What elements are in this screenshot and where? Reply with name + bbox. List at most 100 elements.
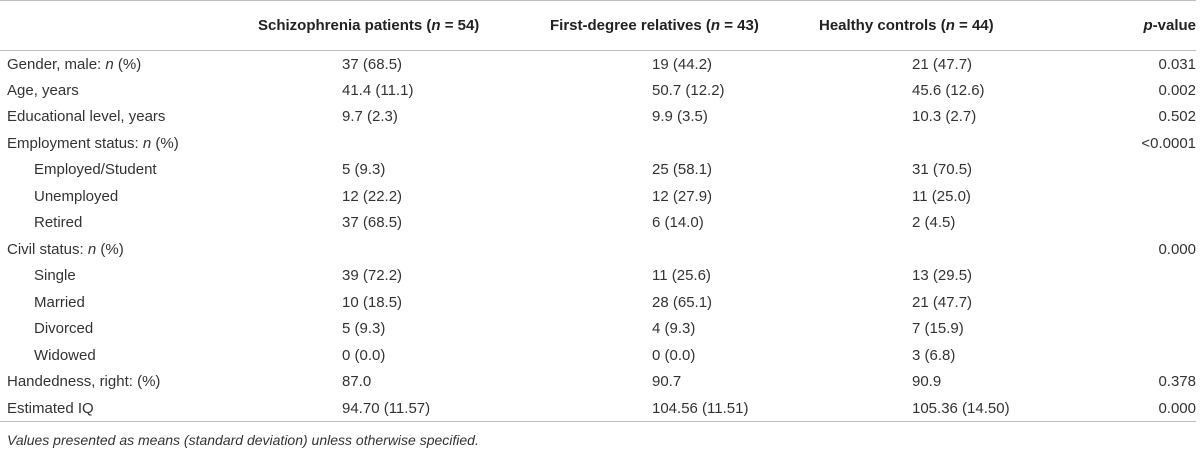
value-schizophrenia-patients: 41.4 (11.1) — [342, 81, 414, 99]
value-first-degree-relatives: 19 (44.2) — [652, 55, 713, 73]
demographics-table: Schizophrenia patients (n = 54) First-de… — [0, 0, 1196, 422]
header-count: = 44) — [954, 17, 994, 34]
value-healthy-controls: 31 (70.5) — [912, 161, 973, 179]
header-healthy-controls: Healthy controls (n = 44) — [772, 0, 1052, 51]
value-first-degree-relatives: 0 (0.0) — [652, 346, 696, 364]
value-healthy-controls: 2 (4.5) — [912, 214, 956, 232]
value-healthy-controls: 11 (25.0) — [912, 187, 971, 205]
value-schizophrenia-patients: 94.70 (11.57) — [246, 395, 510, 422]
row-label: Handedness, right: (%) — [0, 369, 246, 396]
value-p — [1052, 210, 1196, 237]
row-label-text: Educational level, years — [7, 108, 166, 126]
row-label: Employed/Student — [0, 157, 246, 184]
header-p-suffix: -value — [1152, 17, 1196, 34]
row-label: Estimated IQ — [0, 395, 246, 422]
value-p: 0.002 — [1158, 81, 1196, 99]
row-label-text: Married — [34, 293, 85, 311]
value-healthy-controls — [772, 236, 1052, 263]
header-row: Schizophrenia patients (n = 54) First-de… — [0, 0, 1196, 51]
row-label: Widowed — [0, 342, 246, 369]
table-row: Divorced 5 (9.3) 4 (9.3) 7 (15.9) — [0, 316, 1196, 343]
value-p: 0.378 — [1158, 373, 1196, 391]
header-label-cell — [0, 0, 246, 51]
row-label-text: Gender, male: — [7, 55, 106, 73]
row-label: Unemployed — [0, 183, 246, 210]
value-first-degree-relatives — [510, 130, 772, 157]
row-label-text: Employment status: — [7, 134, 143, 152]
row-label: Single — [0, 263, 246, 290]
value-first-degree-relatives: 25 (58.1) — [652, 161, 713, 179]
row-label: Gender, male: n (%) — [0, 51, 246, 78]
value-p — [1052, 316, 1196, 343]
value-schizophrenia-patients: 37 (68.5) — [342, 214, 403, 232]
row-label-text: Age, years — [7, 81, 79, 99]
value-p — [1052, 183, 1196, 210]
row-label-text: Divorced — [34, 320, 94, 338]
row-label: Civil status: n (%) — [0, 236, 246, 263]
table-row: Employment status: n (%) <0.0001 — [0, 130, 1196, 157]
row-label: Married — [0, 289, 246, 316]
value-healthy-controls — [772, 130, 1052, 157]
value-p: 0.502 — [1158, 108, 1196, 126]
value-p: 0.031 — [1158, 55, 1196, 73]
row-label-variable: n — [105, 55, 114, 73]
value-healthy-controls: 21 (47.7) — [912, 55, 973, 73]
value-first-degree-relatives: 28 (65.1) — [652, 293, 713, 311]
table-header: Schizophrenia patients (n = 54) First-de… — [0, 0, 1196, 51]
table-body: Gender, male: n (%) 37 (68.5) 19 (44.2) 21 … — [0, 51, 1196, 422]
value-p — [1052, 289, 1196, 316]
value-schizophrenia-patients: 12 (22.2) — [342, 187, 403, 205]
row-label-suffix: (%) — [113, 55, 142, 73]
table-row: Age, years 41.4 (11.1) 50.7 (12.2) 45.6 (12… — [0, 77, 1196, 104]
header-n-symbol: n — [945, 17, 955, 34]
row-label-variable: n — [142, 134, 152, 152]
table-row: Handedness, right: (%) 87.0 90.7 90.9 0.378 — [0, 369, 1196, 396]
table-row: Unemployed 12 (22.2) 12 (27.9) 11 (25.0) — [0, 183, 1196, 210]
value-p: <0.0001 — [1141, 134, 1196, 152]
value-healthy-controls: 13 (29.5) — [912, 267, 973, 285]
row-label-suffix: (%) — [151, 134, 179, 152]
row-label-text: Retired — [34, 214, 83, 232]
value-schizophrenia-patients: 39 (72.2) — [342, 267, 403, 285]
row-label-text: Handedness, right: (%) — [7, 373, 161, 391]
value-schizophrenia-patients — [246, 130, 510, 157]
value-first-degree-relatives: 104.56 (11.51) — [510, 395, 772, 422]
value-p — [1052, 342, 1196, 369]
header-count: = 54) — [440, 17, 480, 34]
header-n-symbol: n — [710, 17, 721, 34]
header-n-symbol: n — [431, 17, 441, 34]
row-label-text: Single — [34, 267, 76, 285]
value-healthy-controls: 105.36 (14.50) — [772, 395, 1052, 422]
value-schizophrenia-patients: 87.0 — [342, 373, 372, 391]
value-schizophrenia-patients: 0 (0.0) — [342, 346, 386, 364]
header-p-symbol: p — [1143, 17, 1153, 34]
value-first-degree-relatives: 50.7 (12.2) — [652, 81, 725, 99]
row-label-variable: n — [87, 240, 97, 258]
value-first-degree-relatives: 11 (25.6) — [652, 267, 711, 285]
header-text: Healthy controls ( — [819, 17, 946, 34]
value-schizophrenia-patients: 37 (68.5) — [342, 55, 403, 73]
row-label-text: Employed/Student — [34, 161, 157, 179]
value-p — [1052, 263, 1196, 290]
row-label-text: Unemployed — [34, 187, 119, 205]
table-footnote: Values presented as means (standard devi… — [7, 432, 479, 448]
value-schizophrenia-patients: 5 (9.3) — [342, 161, 386, 179]
value-schizophrenia-patients: 5 (9.3) — [342, 320, 386, 338]
value-first-degree-relatives — [510, 236, 772, 263]
value-schizophrenia-patients — [246, 236, 510, 263]
value-first-degree-relatives: 4 (9.3) — [652, 320, 696, 338]
table-row: Estimated IQ 94.70 (11.57) 104.56 (11.51) 1… — [0, 395, 1196, 422]
value-schizophrenia-patients: 10 (18.5) — [342, 293, 403, 311]
row-label-text: Widowed — [34, 346, 96, 364]
value-healthy-controls: 90.9 — [912, 373, 942, 391]
value-healthy-controls: 21 (47.7) — [912, 293, 973, 311]
row-label: Age, years — [0, 77, 246, 104]
header-first-degree-relatives: First-degree relatives (n = 43) — [510, 0, 772, 51]
table-row: Gender, male: n (%) 37 (68.5) 19 (44.2) 21 … — [0, 51, 1196, 78]
row-label-text: Estimated IQ — [7, 399, 94, 417]
value-first-degree-relatives: 6 (14.0) — [652, 214, 704, 232]
table-row: Employed/Student 5 (9.3) 25 (58.1) 31 (70.5… — [0, 157, 1196, 184]
value-healthy-controls: 10.3 (2.7) — [912, 108, 977, 126]
value-p: 0.000 — [1052, 395, 1196, 422]
value-first-degree-relatives: 12 (27.9) — [652, 187, 713, 205]
